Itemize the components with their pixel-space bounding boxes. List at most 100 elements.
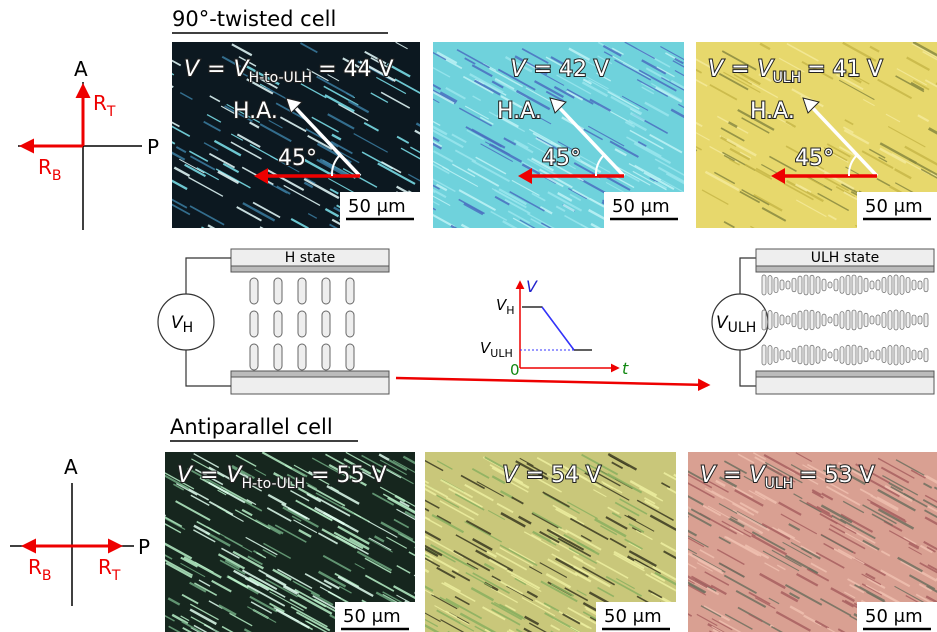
axis-label: A	[64, 455, 78, 479]
streak	[150, 464, 164, 472]
streak	[138, 499, 147, 504]
molecule	[846, 310, 850, 329]
ulh-state-cell: ULH state	[756, 249, 934, 394]
streak	[683, 143, 697, 151]
molecule	[804, 275, 808, 295]
letter: R	[28, 555, 42, 579]
streak	[120, 184, 146, 198]
molecule	[810, 275, 814, 294]
value: = 55 V	[311, 463, 386, 488]
molecule	[804, 345, 808, 365]
scale-label: 50 μm	[865, 196, 923, 217]
electrode	[756, 266, 934, 272]
molecule	[798, 276, 802, 294]
molecule	[346, 311, 354, 337]
molecule	[822, 349, 826, 361]
molecule	[346, 344, 354, 370]
micrograph: V= 54 V50 μm	[368, 452, 702, 632]
molecule	[762, 310, 766, 330]
molecule	[888, 276, 892, 295]
streak	[121, 557, 137, 566]
molecule	[816, 347, 820, 364]
micrograph: V= 42 VH.A.45°50 μm	[373, 42, 706, 245]
molecule	[876, 350, 880, 360]
molecule	[322, 311, 330, 337]
streak	[114, 478, 141, 493]
streak	[153, 613, 163, 619]
subscript: ULH	[765, 476, 794, 492]
ramp	[542, 307, 574, 350]
scale-label: 50 μm	[604, 606, 662, 627]
molecule	[322, 344, 330, 370]
equals: =	[200, 463, 218, 488]
molecule	[774, 312, 778, 327]
molecule	[774, 347, 778, 362]
molecule	[250, 344, 258, 370]
molecule	[274, 311, 282, 337]
subscript: ULH	[728, 320, 757, 336]
molecule	[792, 278, 796, 292]
molecule	[780, 280, 784, 290]
molecule	[250, 311, 258, 337]
molecule	[840, 277, 844, 294]
cell-title: ULH state	[811, 250, 880, 266]
molecule	[858, 276, 862, 294]
molecule	[912, 280, 916, 290]
micrograph: V=VH-to-ULH= 55 V50 μm	[105, 452, 452, 632]
molecule	[912, 315, 916, 325]
subscript: T	[106, 104, 116, 120]
streak	[162, 81, 174, 87]
origin-label: 0	[510, 361, 520, 379]
angle-label: 45°	[278, 146, 317, 171]
molecule	[810, 310, 814, 329]
equals: =	[723, 463, 741, 488]
ha-label: H.A.	[233, 99, 278, 124]
molecule	[894, 275, 898, 295]
streak	[131, 85, 163, 103]
streak	[128, 42, 161, 60]
subscript: H	[506, 304, 514, 317]
equals: =	[731, 57, 749, 82]
streak	[112, 213, 129, 222]
ha-label: H.A.	[497, 99, 542, 124]
level-label: VH	[496, 296, 515, 317]
rubbing-label: RT	[98, 555, 121, 584]
symbol: V	[708, 57, 725, 82]
molecule	[250, 278, 258, 304]
molecule	[876, 280, 880, 290]
molecule	[894, 345, 898, 365]
streak	[129, 182, 148, 192]
molecule	[768, 346, 772, 365]
molecule	[768, 311, 772, 330]
streak	[208, 225, 246, 246]
molecule	[762, 345, 766, 365]
streak	[111, 584, 121, 589]
molecule	[798, 346, 802, 364]
molecule	[900, 276, 904, 295]
molecule	[322, 278, 330, 304]
electrode	[231, 266, 389, 272]
molecule	[876, 315, 880, 325]
molecule	[888, 346, 892, 365]
streak	[421, 227, 451, 243]
electrode	[756, 371, 934, 377]
streak	[105, 508, 132, 523]
streak	[125, 617, 156, 632]
streak	[151, 71, 161, 76]
scale-label: 50 μm	[343, 606, 401, 627]
molecule	[762, 275, 766, 295]
molecule	[918, 281, 922, 289]
axis-label: P	[138, 535, 150, 559]
symbol: V	[700, 463, 717, 488]
molecule	[792, 348, 796, 362]
streak	[750, 226, 775, 240]
molecule	[882, 347, 886, 362]
molecule	[864, 348, 868, 362]
angle-label: 45°	[542, 146, 581, 171]
molecule	[846, 345, 850, 364]
molecule	[298, 311, 306, 337]
molecule	[780, 315, 784, 325]
level-label: VULH	[480, 339, 513, 360]
streak	[112, 157, 127, 165]
subscript: B	[42, 568, 52, 584]
